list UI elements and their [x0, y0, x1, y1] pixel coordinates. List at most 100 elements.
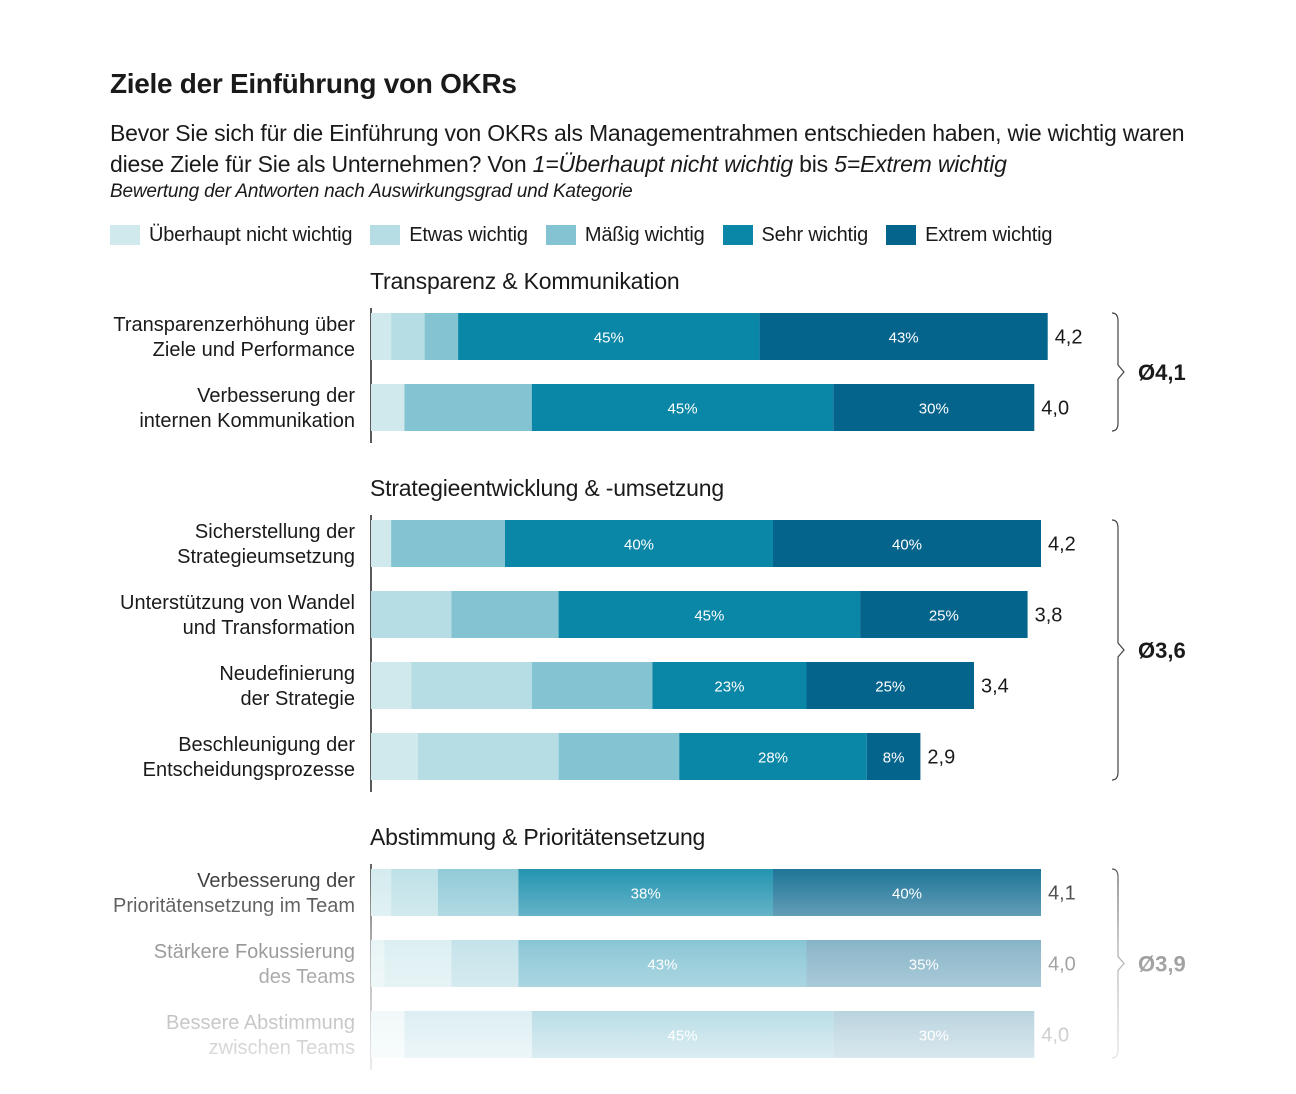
score-label: 3,8	[1035, 605, 1063, 627]
bar-segment	[451, 940, 519, 987]
legend-swatch	[886, 225, 917, 245]
row-label: des Teams	[259, 966, 355, 988]
bar-segment	[531, 384, 834, 431]
survey-question: Bevor Sie sich für die Einführung von OK…	[110, 118, 1230, 180]
bar-segment	[558, 733, 680, 780]
score-label: 4,0	[1041, 398, 1069, 420]
bar-segment	[371, 733, 418, 780]
row-label: zwischen Teams	[209, 1037, 355, 1059]
segment-label: 30%	[919, 401, 949, 418]
segment-label: 40%	[892, 886, 922, 903]
legend-label: Extrem wichtig	[925, 223, 1053, 246]
bar-segment	[652, 662, 807, 709]
bar-segment	[371, 940, 385, 987]
segment-label: 43%	[889, 330, 919, 347]
group-average: Ø3,9	[1138, 952, 1186, 977]
row-label: Prioritätensetzung im Team	[113, 895, 355, 917]
bar-segment	[371, 662, 412, 709]
segment-label: 45%	[594, 330, 624, 347]
bar-segment	[505, 520, 773, 567]
row-label: Sicherstellung der	[195, 521, 355, 543]
row-label: der Strategie	[240, 688, 355, 710]
bar-segment	[458, 313, 760, 360]
segment-label: 43%	[647, 957, 677, 974]
bar-segment	[417, 733, 559, 780]
bar-segment	[424, 313, 459, 360]
chart-note: Bewertung der Antworten nach Auswirkungs…	[110, 181, 633, 202]
segment-label: 45%	[668, 1028, 698, 1045]
segment-label: 30%	[919, 1028, 949, 1045]
legend-item-maessig-wichtig: Mäßig wichtig	[545, 223, 705, 247]
row-label: Verbesserung der	[197, 385, 355, 407]
row-label: Entscheidungsprozesse	[143, 759, 355, 781]
row-label: Stärkere Fokussierung	[154, 941, 355, 963]
legend-label: Etwas wichtig	[409, 223, 528, 246]
legend-item-etwas-wichtig: Etwas wichtig	[370, 224, 528, 247]
scale-low-label: 1=Überhaupt nicht wichtig	[532, 151, 794, 177]
segment-label: 40%	[624, 537, 654, 554]
bar-segment	[404, 384, 532, 431]
bar-segment	[438, 869, 519, 916]
question-text: Bevor Sie sich für die Einführung von OK…	[110, 120, 1185, 177]
legend-swatch	[110, 225, 140, 245]
row-label: Unterstützung von Wandel	[120, 592, 355, 614]
legend-swatch	[722, 225, 753, 245]
bar-segment	[679, 733, 867, 780]
score-label: 4,0	[1048, 954, 1076, 976]
page-title: Ziele der Einführung von OKRs	[110, 68, 517, 99]
group-title: Strategieentwicklung & -umsetzung	[370, 475, 724, 501]
score-label: 3,4	[981, 676, 1009, 698]
legend-label: Sehr wichtig	[761, 223, 869, 246]
legend-item-extrem-wichtig: Extrem wichtig	[886, 224, 1052, 247]
group-brace	[1111, 868, 1125, 1059]
score-label: 4,2	[1055, 327, 1083, 349]
segment-label: 40%	[892, 537, 922, 554]
legend: Überhaupt nicht wichtig Etwas wichtig Mä…	[110, 222, 1070, 248]
row-label: und Transformation	[183, 617, 355, 639]
bar-segment	[773, 520, 1041, 567]
bar-segment	[391, 313, 425, 360]
bar-segment	[371, 869, 392, 916]
bar-segment	[860, 591, 1028, 638]
legend-item-ueberhaupt-nicht-wichtig: Überhaupt nicht wichtig	[110, 224, 352, 247]
bar-segment	[371, 591, 452, 638]
score-label: 2,9	[927, 747, 955, 769]
bar-segment	[451, 591, 559, 638]
row-label: Ziele und Performance	[153, 339, 355, 361]
row-label: Neudefinierung	[219, 663, 355, 685]
bar-segment	[866, 733, 921, 780]
segment-label: 35%	[909, 957, 939, 974]
segment-label: 23%	[714, 679, 744, 696]
group-title: Transparenz & Kommunikation	[370, 268, 680, 294]
row-label: Strategieumsetzung	[177, 546, 355, 568]
row-label: Bessere Abstimmung	[166, 1012, 355, 1034]
legend-label: Überhaupt nicht wichtig	[149, 223, 353, 246]
group-average: Ø3,6	[1138, 638, 1186, 663]
question-connector: bis	[792, 151, 835, 177]
row-label: internen Kommunikation	[139, 410, 355, 432]
bar-segment	[391, 869, 438, 916]
bar-segment	[371, 520, 392, 567]
group-average: Ø4,1	[1138, 360, 1186, 385]
legend-label: Mäßig wichtig	[584, 223, 705, 246]
bar-segment	[391, 520, 505, 567]
bar-segment	[411, 662, 532, 709]
scale-high-label: 5=Extrem wichtig	[834, 151, 1007, 177]
segment-label: 28%	[758, 750, 788, 767]
segment-label: 45%	[694, 608, 724, 625]
group-brace	[1111, 312, 1125, 432]
group-brace	[1111, 519, 1125, 781]
segment-label: 45%	[668, 401, 698, 418]
score-label: 4,0	[1041, 1025, 1069, 1047]
bar-segment	[371, 1011, 405, 1058]
bar-segment	[531, 662, 653, 709]
legend-swatch	[545, 225, 576, 245]
group-title: Abstimmung & Prioritätensetzung	[370, 824, 705, 850]
row-label: Beschleunigung der	[178, 734, 355, 756]
row-label: Transparenzerhöhung über	[113, 314, 355, 336]
bar-segment	[759, 313, 1048, 360]
segment-label: 25%	[875, 679, 905, 696]
legend-swatch	[370, 225, 401, 245]
legend-item-sehr-wichtig: Sehr wichtig	[722, 223, 869, 247]
